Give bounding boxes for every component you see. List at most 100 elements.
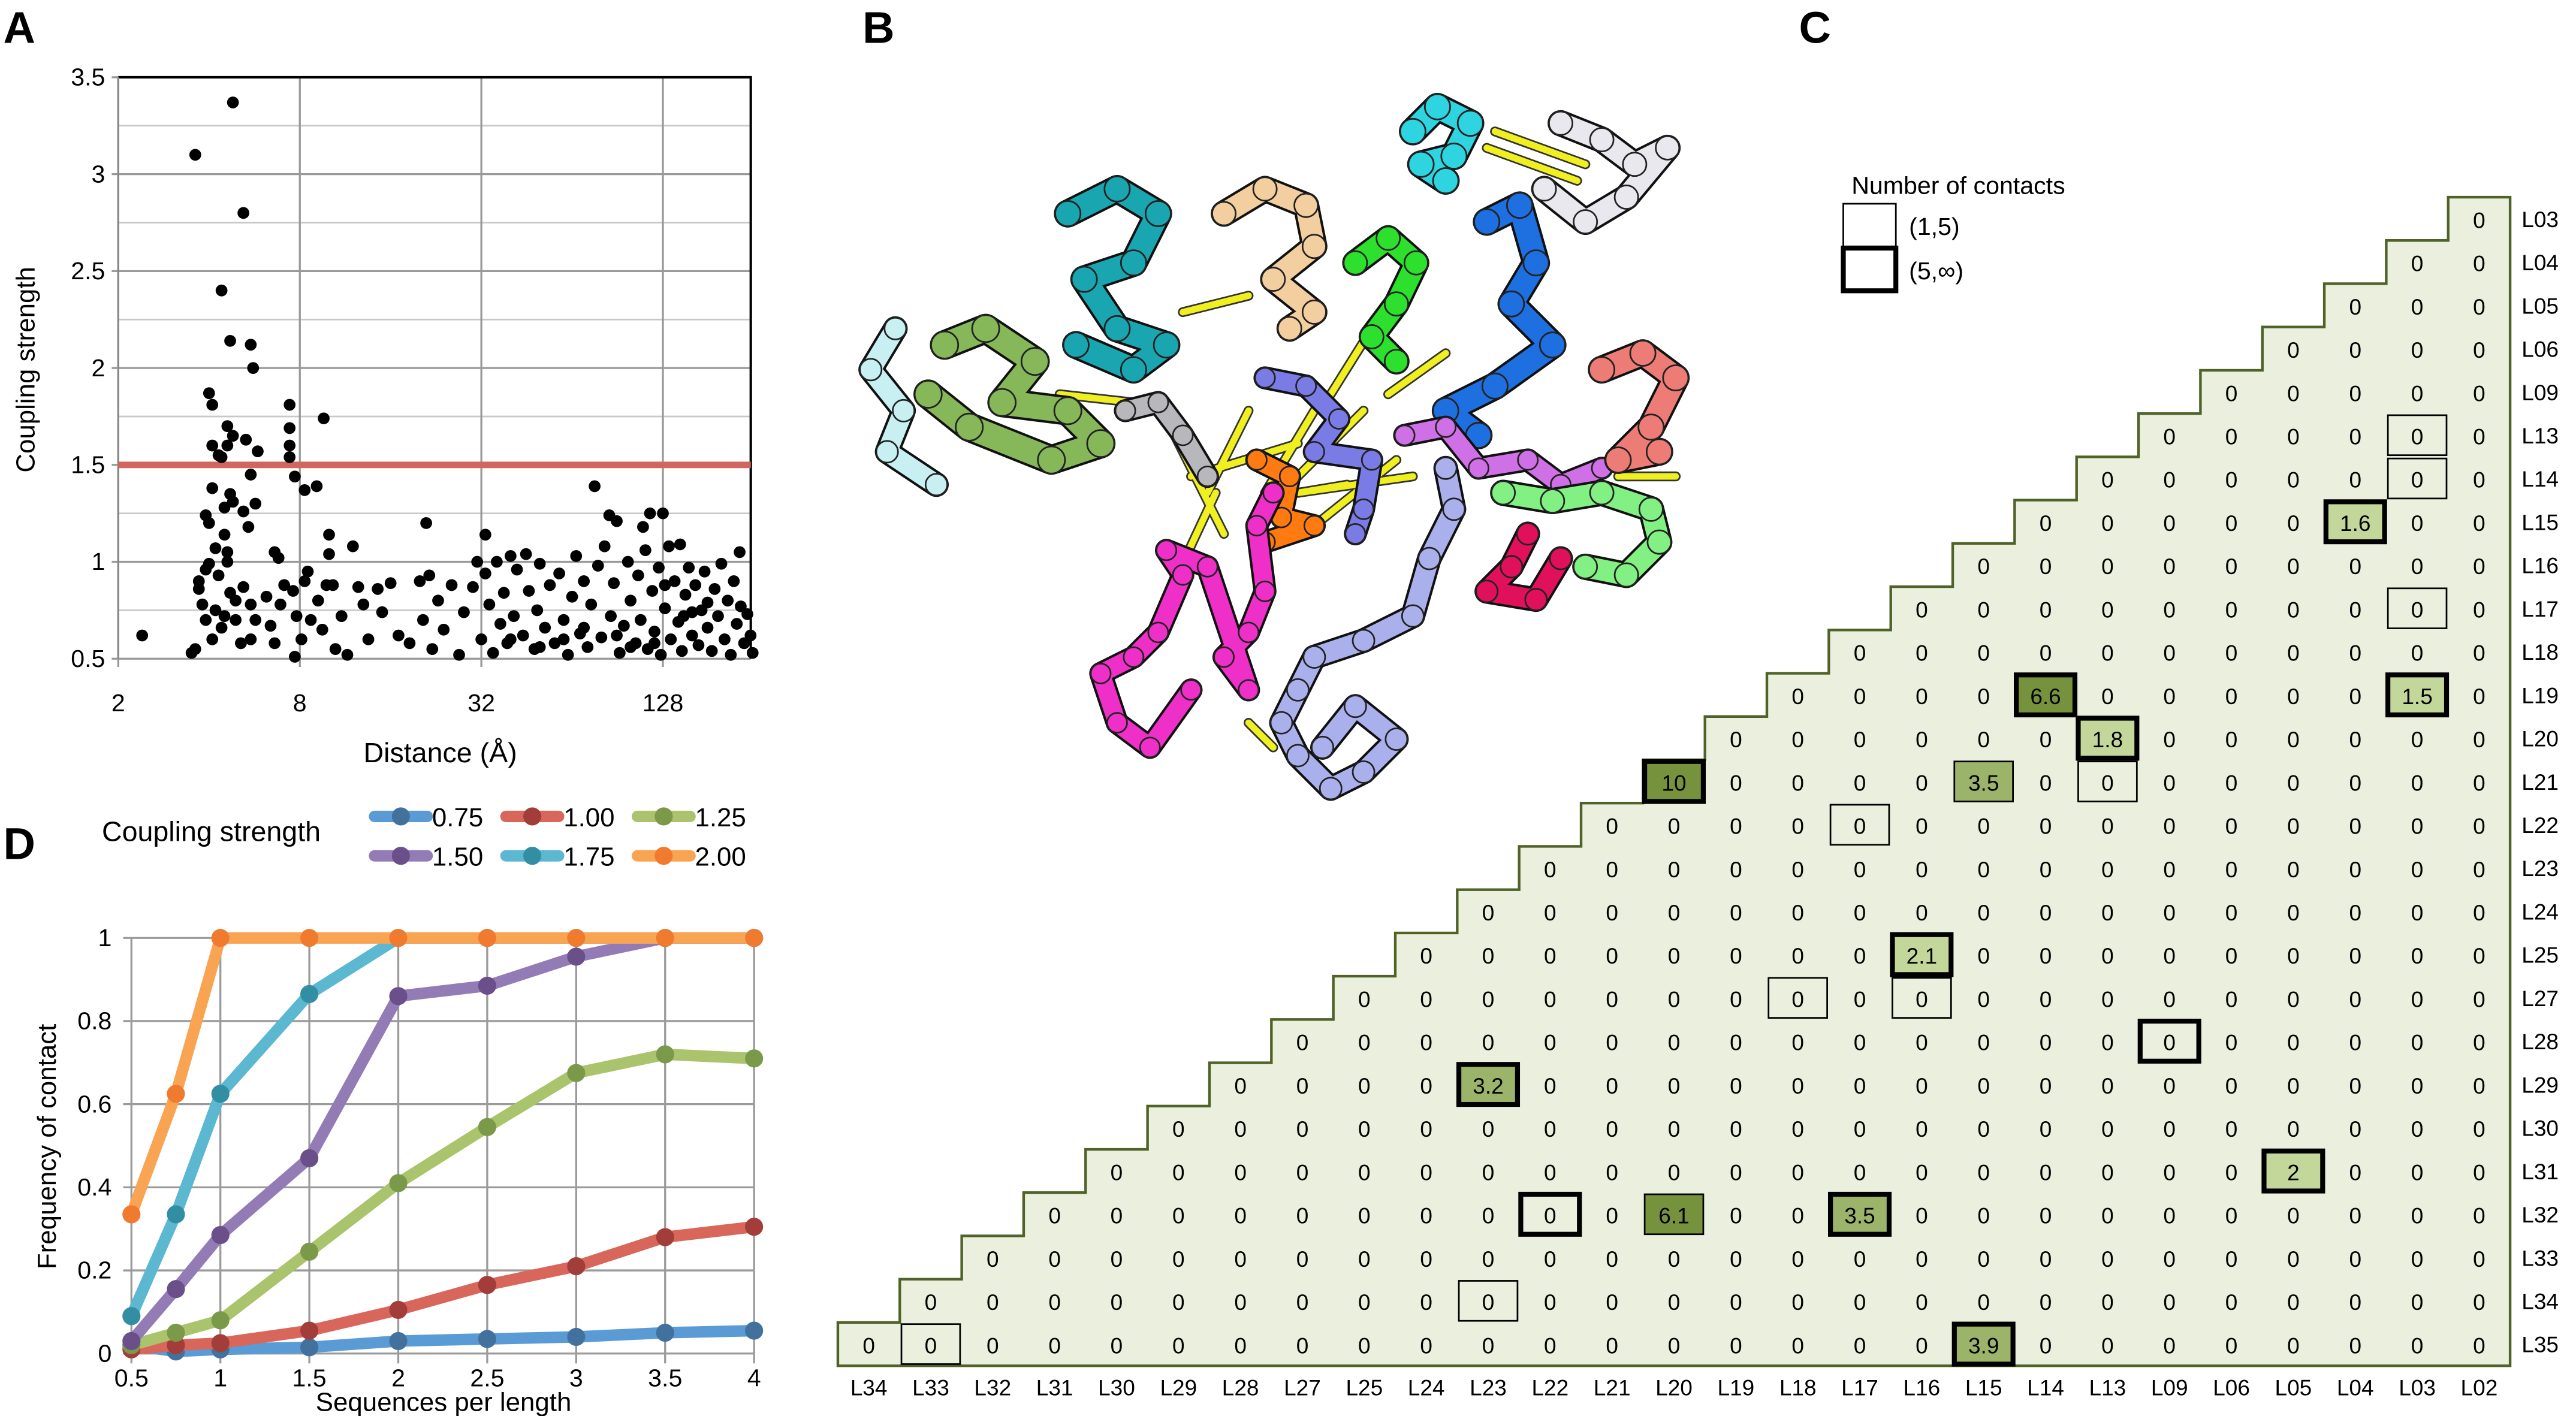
matrix-cell-value: 0 xyxy=(1730,1290,1742,1315)
data-point xyxy=(632,569,644,582)
matrix-cell-value: 0 xyxy=(1420,1117,1432,1142)
data-point xyxy=(625,641,637,653)
chain-bead xyxy=(1120,356,1147,384)
matrix-cell-value: 0 xyxy=(1916,901,1928,925)
data-point xyxy=(245,469,257,481)
series-marker-1.00 xyxy=(656,1228,674,1246)
data-point xyxy=(283,422,296,434)
data-point xyxy=(264,620,277,632)
matrix-cell-value: 0 xyxy=(2101,987,2114,1012)
data-point xyxy=(668,575,681,587)
matrix-cell-value: 0 xyxy=(1854,1031,1866,1055)
data-point xyxy=(712,610,724,622)
column-label: L14 xyxy=(2027,1376,2064,1400)
chain-bead xyxy=(1213,646,1235,668)
chain-bead xyxy=(1531,176,1557,202)
matrix-cell-value: 0 xyxy=(1977,901,1990,925)
matrix-cell-box xyxy=(1829,804,1890,846)
matrix-cell-value: 0 xyxy=(2473,468,2485,493)
matrix-cell-value: 0 xyxy=(2287,944,2300,968)
contact-link xyxy=(1294,473,1416,496)
data-point xyxy=(741,608,753,620)
chain-bead xyxy=(1172,564,1194,586)
data-point xyxy=(746,647,759,659)
chain-bead xyxy=(1090,662,1112,684)
chain-bead xyxy=(1144,200,1172,227)
matrix-cell-value: 0 xyxy=(1730,944,1742,968)
column-label: L04 xyxy=(2337,1376,2374,1400)
data-point xyxy=(224,334,236,347)
matrix-cell-value: 0 xyxy=(2473,511,2485,536)
matrix-cell-value: 0 xyxy=(2225,425,2238,449)
chain-bead xyxy=(892,398,916,422)
matrix-cell-value: 0 xyxy=(1730,901,1742,925)
chain-bead xyxy=(1352,760,1376,784)
matrix-cell-shade xyxy=(1830,1194,1889,1234)
chain-bead xyxy=(1475,579,1499,603)
chain-bead xyxy=(1153,331,1180,359)
data-point xyxy=(494,618,506,630)
series-marker-2.00 xyxy=(478,929,496,947)
x-tick-label: 2.5 xyxy=(470,1364,504,1392)
data-point xyxy=(269,637,281,650)
series-marker-1.00 xyxy=(300,1321,319,1340)
matrix-cell-value: 0 xyxy=(1730,858,1742,882)
data-point xyxy=(357,598,370,611)
matrix-cell-shade xyxy=(1645,761,1703,802)
data-point xyxy=(701,596,714,609)
data-point xyxy=(310,480,323,493)
data-point xyxy=(491,555,503,568)
matrix-cell-value: 0 xyxy=(2163,814,2176,839)
chain-bead xyxy=(1434,456,1458,480)
matrix-cell-value: 0 xyxy=(1358,1117,1371,1142)
data-point xyxy=(505,633,517,645)
column-label: L32 xyxy=(974,1376,1011,1400)
y-tick-label: 1 xyxy=(92,548,105,575)
matrix-cell-value: 0 xyxy=(1358,1160,1371,1185)
chain-bead xyxy=(1070,265,1098,293)
series-marker-1.50 xyxy=(567,947,586,966)
matrix-cell-value: 0 xyxy=(1234,1333,1247,1358)
data-point xyxy=(453,648,465,661)
matrix-cell-value: 0 xyxy=(1668,1290,1681,1315)
matrix-cell-value: 0 xyxy=(2349,641,2361,666)
matrix-cell-value: 0 xyxy=(2287,468,2300,493)
chain-bead xyxy=(1589,127,1615,153)
matrix-cell-value: 0 xyxy=(2473,425,2485,449)
matrix-cell-value: 0 xyxy=(1977,641,1990,666)
matrix-cell-value: 0 xyxy=(1296,1074,1309,1098)
column-label: L33 xyxy=(912,1376,949,1400)
matrix-cell-value: 0 xyxy=(2163,468,2176,493)
matrix-cell-value: 0 xyxy=(1916,1117,1928,1142)
matrix-cell-value: 0 xyxy=(1048,1204,1061,1228)
matrix-cell-value: 0 xyxy=(2287,727,2300,752)
matrix-cell-value: 0 xyxy=(1854,727,1866,752)
matrix-cell-value: 0 xyxy=(2287,1290,2300,1315)
y-tick-label: 3 xyxy=(92,160,105,188)
column-label: L05 xyxy=(2275,1376,2312,1400)
chain-bead xyxy=(1637,413,1665,441)
matrix-cell-value: 0 xyxy=(2101,901,2114,925)
matrix-cell-value: 0 xyxy=(1854,641,1866,666)
matrix-cell-value: 0 xyxy=(2040,944,2052,968)
legend-marker-1.00 xyxy=(523,807,542,826)
protein-chain xyxy=(1434,194,1564,447)
data-point xyxy=(283,439,296,452)
matrix-cell-value: 0 xyxy=(2411,1117,2424,1142)
matrix-cell-box xyxy=(900,1323,961,1365)
matrix-cell-value: 0 xyxy=(1791,684,1804,709)
chain-bead xyxy=(1123,646,1145,668)
matrix-cell-value: 0 xyxy=(1172,1204,1185,1228)
chain-bead xyxy=(1278,466,1301,487)
matrix-cell-value: 0 xyxy=(1606,1204,1618,1228)
matrix-cell-value: 0 xyxy=(2040,1333,2052,1358)
matrix-cell-value: 0 xyxy=(2040,1290,2052,1315)
matrix-cell-shade xyxy=(2264,1151,2323,1191)
matrix-cell-value: 0 xyxy=(1916,1204,1928,1228)
chain-bead xyxy=(1432,167,1459,195)
series-marker-1.75 xyxy=(167,1205,185,1224)
matrix-cell-value: 0 xyxy=(2473,1290,2485,1315)
data-point xyxy=(458,606,470,618)
matrix-cell-value: 1.5 xyxy=(2402,684,2432,709)
legend-label-1.50: 1.50 xyxy=(432,843,483,872)
